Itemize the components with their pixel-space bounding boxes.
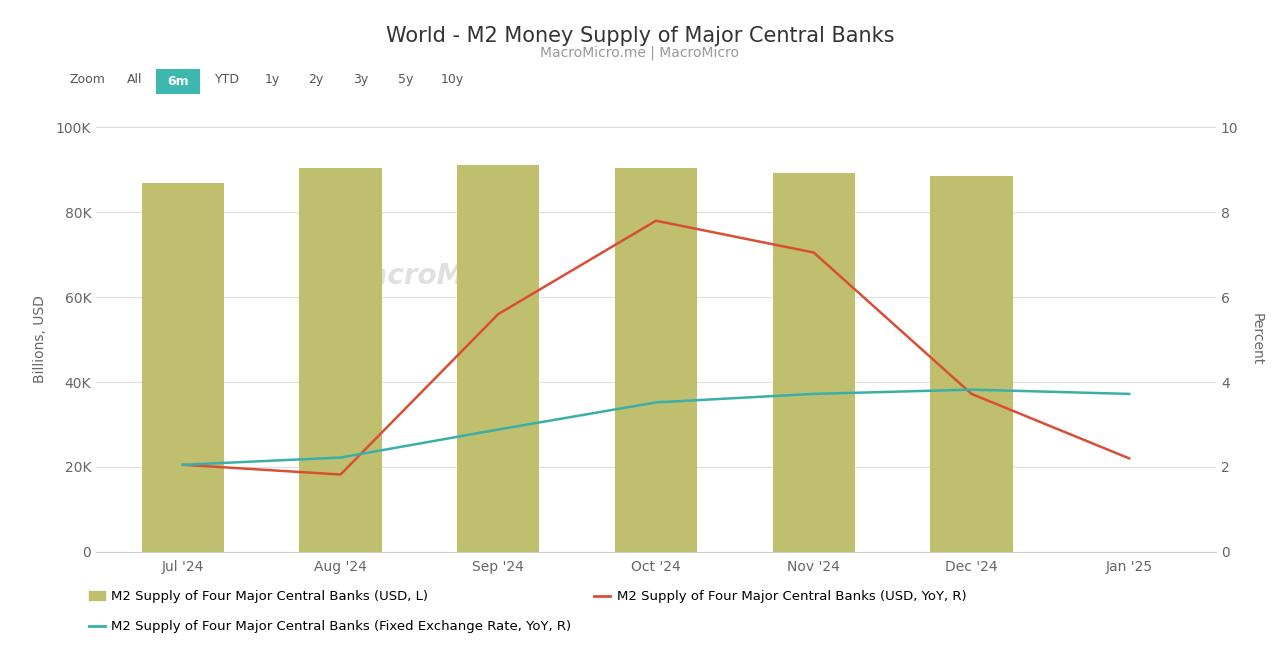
Legend: M2 Supply of Four Major Central Banks (USD, L): M2 Supply of Four Major Central Banks (U… (83, 585, 434, 609)
Bar (142, 182, 224, 552)
Text: 3y: 3y (353, 73, 369, 86)
Bar (300, 168, 381, 552)
Text: 10y: 10y (440, 73, 463, 86)
Text: World - M2 Money Supply of Major Central Banks: World - M2 Money Supply of Major Central… (385, 26, 895, 46)
Legend: M2 Supply of Four Major Central Banks (USD, YoY, R): M2 Supply of Four Major Central Banks (U… (589, 585, 972, 609)
Y-axis label: Percent: Percent (1249, 313, 1263, 366)
Bar (931, 176, 1012, 552)
Legend: M2 Supply of Four Major Central Banks (Fixed Exchange Rate, YoY, R): M2 Supply of Four Major Central Banks (F… (83, 615, 576, 639)
Text: 5y: 5y (398, 73, 413, 86)
Text: MacroMicro: MacroMicro (340, 262, 524, 290)
Y-axis label: Billions, USD: Billions, USD (33, 296, 47, 383)
Text: 6m: 6m (168, 75, 188, 88)
Bar (614, 168, 698, 552)
Text: MacroMicro.me | MacroMicro: MacroMicro.me | MacroMicro (540, 46, 740, 60)
Text: Zoom: Zoom (69, 73, 105, 86)
Text: All: All (127, 73, 142, 86)
Bar (773, 173, 855, 552)
Text: 1y: 1y (265, 73, 280, 86)
Bar (457, 165, 539, 552)
Text: YTD: YTD (215, 73, 241, 86)
Text: 2y: 2y (308, 73, 324, 86)
